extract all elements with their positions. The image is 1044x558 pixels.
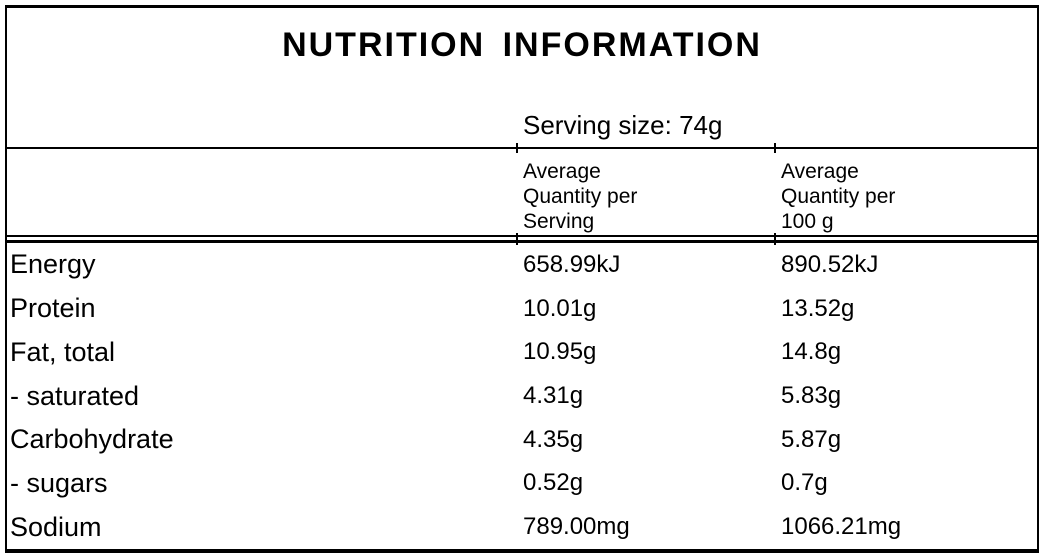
value-per-serving: 10.95g (523, 338, 597, 366)
value-per-100g: 14.8g (781, 338, 842, 366)
divider-gap (7, 237, 1037, 240)
value-per-100g: 5.87g (781, 425, 842, 453)
nutrient-row: - sugars 0.52g 0.7g (7, 462, 1037, 506)
nutrient-rows: Energy 658.99kJ 890.52kJ Protein 10.01g … (7, 243, 1037, 549)
header-divider (7, 233, 1037, 245)
column-header-per-100g: Average Quantity per 100 g (781, 160, 896, 233)
value-per-100g: 1066.21mg (781, 513, 902, 541)
nutrient-name: Carbohydrate (10, 424, 174, 455)
divider-thin-line (7, 235, 1037, 237)
nutrient-row: Sodium 789.00mg 1066.21mg (7, 505, 1037, 549)
divider-thick-line (7, 240, 1037, 243)
nutrient-name: - saturated (10, 380, 140, 411)
value-per-serving: 658.99kJ (523, 250, 621, 278)
value-per-serving: 4.31g (523, 382, 584, 410)
nutrient-name: Sodium (10, 511, 102, 542)
column-header-per-serving: Average Quantity per Serving (523, 160, 638, 233)
nutrient-name: Energy (10, 249, 96, 280)
column-headers-row: Average Quantity per Serving Average Qua… (7, 149, 1037, 235)
value-per-100g: 5.83g (781, 382, 842, 410)
value-per-100g: 890.52kJ (781, 250, 879, 278)
value-per-100g: 0.7g (781, 469, 828, 497)
column-rule-tick (774, 143, 776, 153)
nutrient-row: - saturated 4.31g 5.83g (7, 374, 1037, 418)
column-rule-tick (516, 143, 518, 153)
serving-size-text: Serving size: 74g (523, 110, 723, 140)
nutrient-name: Fat, total (10, 336, 116, 367)
value-per-100g: 13.52g (781, 294, 855, 322)
nutrient-row: Carbohydrate 4.35g 5.87g (7, 418, 1037, 462)
nutrient-name: - sugars (10, 467, 108, 498)
nutrition-label: NUTRITION INFORMATION Serving size: 74g … (5, 5, 1039, 553)
value-per-serving: 10.01g (523, 294, 597, 322)
column-header-empty (7, 149, 517, 235)
value-per-serving: 0.52g (523, 469, 584, 497)
column-rule-tick (774, 233, 776, 245)
value-per-serving: 4.35g (523, 425, 584, 453)
nutrient-name: Protein (10, 293, 96, 324)
value-per-serving: 789.00mg (523, 513, 630, 541)
nutrient-row: Fat, total 10.95g 14.8g (7, 330, 1037, 374)
nutrient-row: Protein 10.01g 13.52g (7, 287, 1037, 331)
column-rule-tick (516, 233, 518, 245)
label-header-section: NUTRITION INFORMATION Serving size: 74g (7, 8, 1037, 153)
label-title: NUTRITION INFORMATION (282, 26, 762, 64)
nutrient-row: Energy 658.99kJ 890.52kJ (7, 243, 1037, 287)
